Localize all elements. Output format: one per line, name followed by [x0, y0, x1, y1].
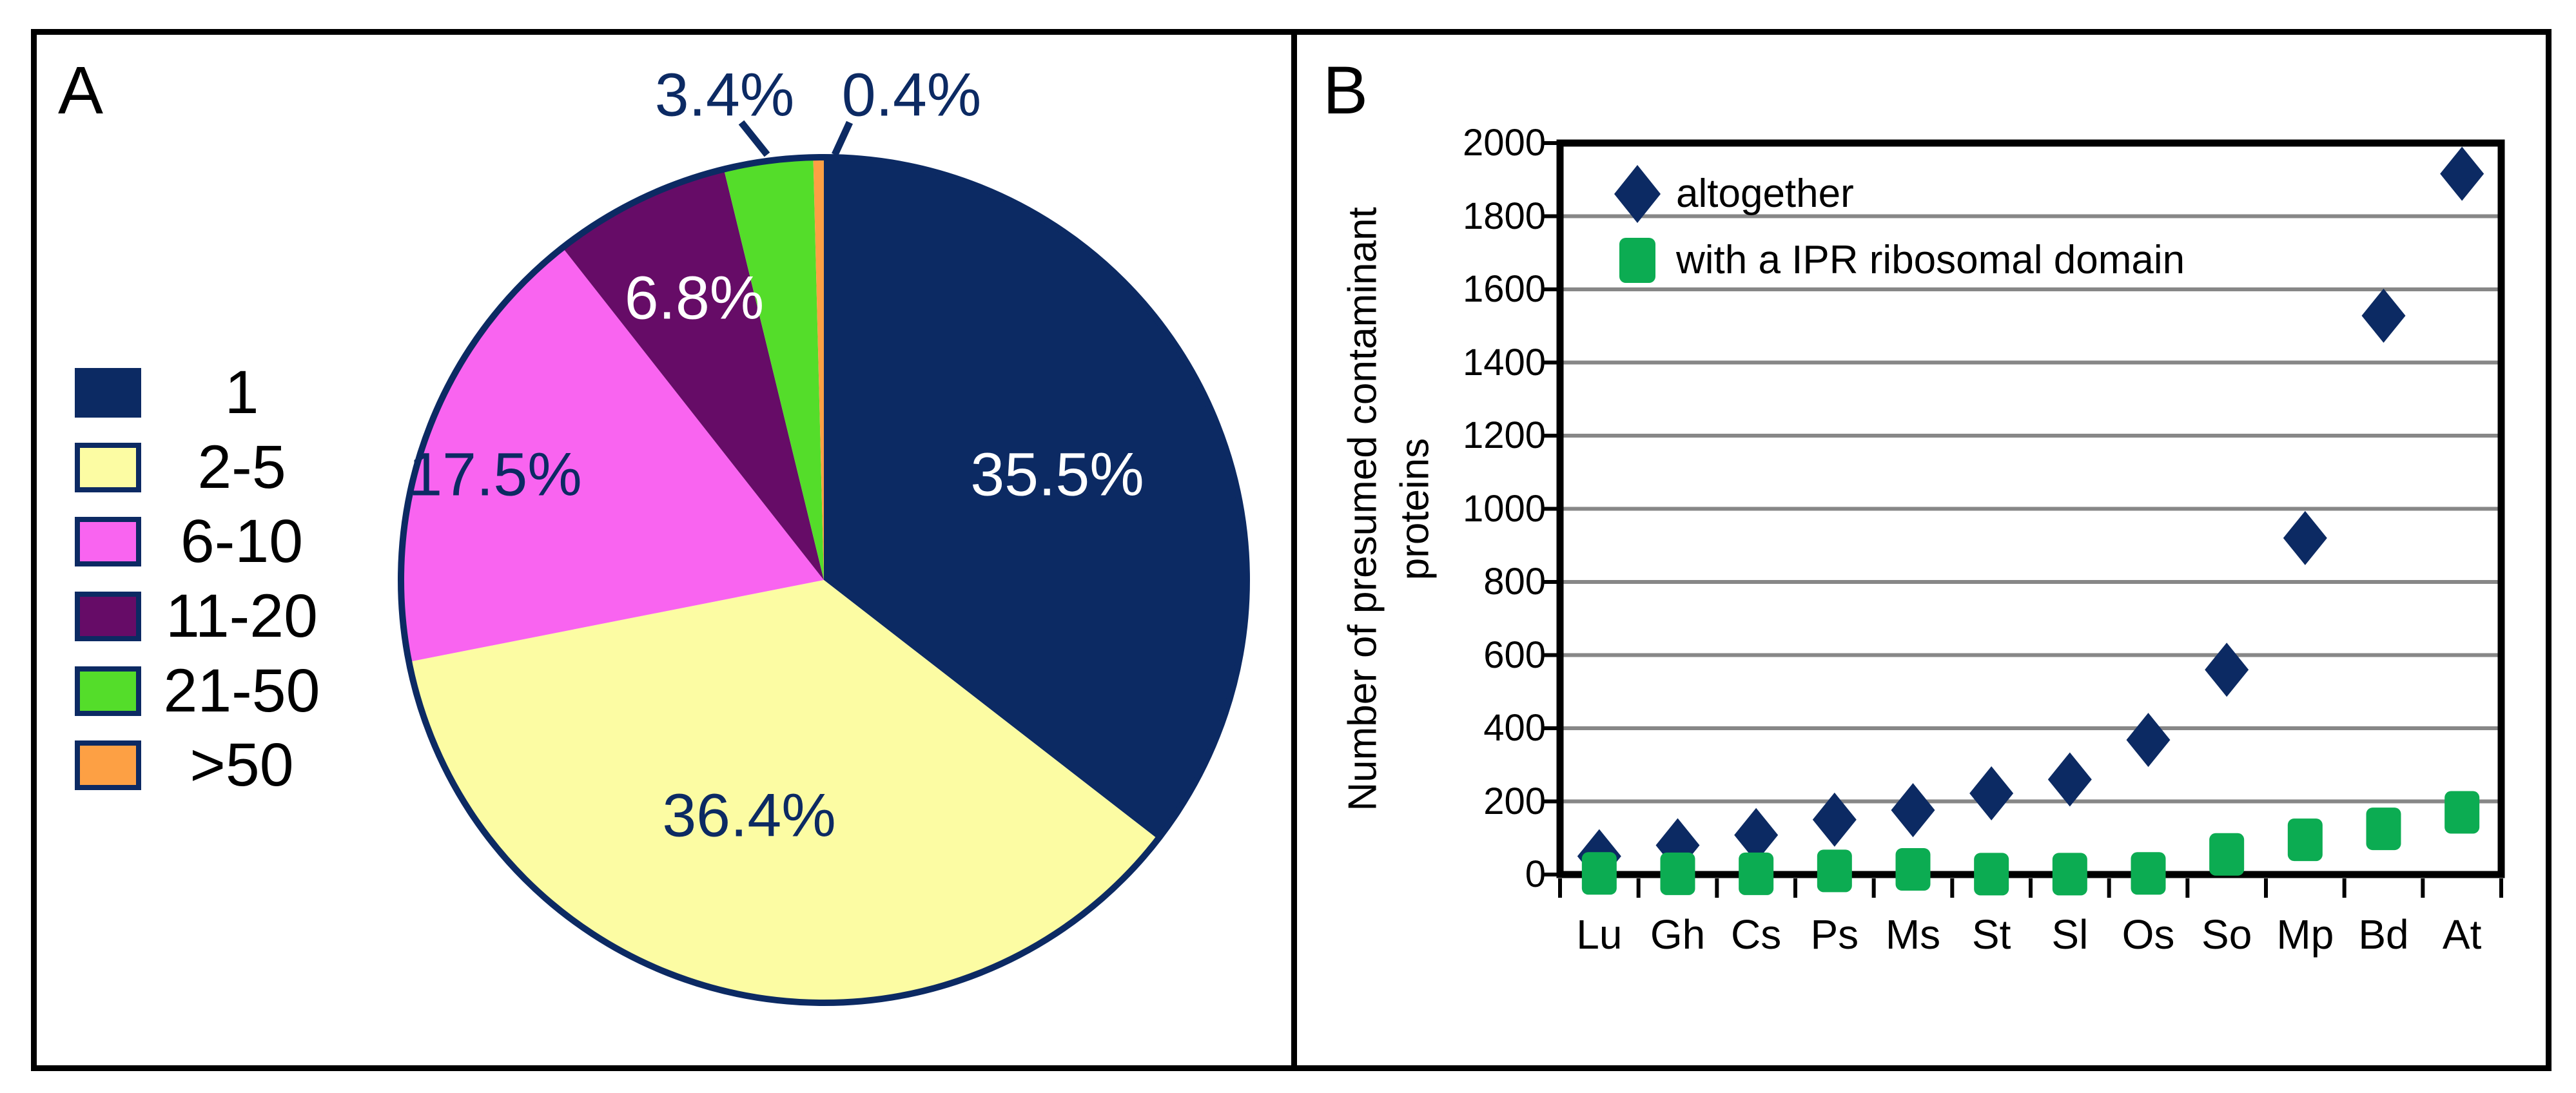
y-tick-label-1200: 1200	[1462, 414, 1546, 456]
x-tick-label-At: At	[2442, 911, 2482, 958]
pie-slice-label-6-10: 17.5%	[408, 440, 582, 509]
y-tick-label-1800: 1800	[1462, 195, 1546, 237]
point-altogether-At	[2440, 146, 2484, 201]
panel-divider	[1291, 29, 1297, 1071]
point-ribosomal-Cs	[1739, 852, 1774, 895]
point-ribosomal-Bd	[2366, 808, 2401, 851]
pie-slice-label-2-5: 36.4%	[662, 781, 836, 850]
legend-label-2-5: 2-5	[197, 433, 286, 501]
plot-frame	[1556, 139, 2505, 878]
point-ribosomal-Ms	[1895, 848, 1931, 891]
x-tick-label-Ms: Ms	[1885, 911, 1941, 958]
legend-swatch-2-5	[75, 443, 141, 492]
x-tick-label-Gh: Gh	[1650, 911, 1706, 958]
legend-label-21-50: 21-50	[163, 657, 320, 725]
legend-swatch-1	[75, 368, 141, 418]
pie-outline	[398, 154, 1250, 1006]
legend-label-11-20: 11-20	[166, 582, 318, 650]
y-axis-title-line1: Number of presumed contaminant	[1340, 207, 1385, 811]
legend-swatch-21-50	[75, 666, 141, 716]
point-altogether-Sl	[2047, 752, 2092, 807]
x-tick-label-So: So	[2201, 911, 2252, 958]
y-tick-label-0: 0	[1525, 853, 1546, 895]
point-altogether-So	[2205, 643, 2249, 697]
point-ribosomal-St	[1974, 853, 2009, 896]
point-ribosomal-Os	[2131, 852, 2166, 895]
y-tick-label-1600: 1600	[1462, 268, 1546, 310]
point-altogether-Ps	[1812, 792, 1857, 847]
legend-swatch-gt50	[75, 740, 141, 790]
legend-label-1: 1	[224, 358, 259, 427]
x-tick-label-Sl: Sl	[2051, 911, 2089, 958]
callout-line-gt50	[832, 121, 853, 157]
legend-swatch-11-20	[75, 592, 141, 641]
y-tick-label-600: 600	[1483, 634, 1546, 676]
scatter-plot	[1542, 139, 2505, 898]
x-tick-label-Bd: Bd	[2358, 911, 2409, 958]
point-altogether-Ms	[1891, 783, 1935, 838]
x-tick-label-Cs: Cs	[1731, 911, 1782, 958]
point-altogether-St	[1969, 766, 2014, 821]
point-altogether-Mp	[2283, 510, 2327, 565]
x-tick-label-Ps: Ps	[1810, 911, 1859, 958]
point-ribosomal-So	[2209, 833, 2245, 876]
y-tick-label-400: 400	[1483, 707, 1546, 749]
scatter-legend-label-altogether: altogether	[1676, 171, 1854, 216]
pie-chart	[398, 120, 1250, 1006]
callout-line-21-50	[738, 120, 770, 157]
panel-a-label: A	[58, 53, 104, 128]
scatter-legend-marker-ribosomal	[1619, 238, 1655, 283]
point-altogether-Cs	[1734, 808, 1779, 862]
pie-slice-label-1: 35.5%	[970, 440, 1144, 509]
pie-slice-21-50	[723, 157, 824, 580]
pie-slice-label-gt50: 0.4%	[841, 61, 982, 130]
legend-label-6-10: 6-10	[180, 507, 304, 576]
panel-b-label: B	[1323, 53, 1369, 128]
x-tick-label-Mp: Mp	[2276, 911, 2334, 958]
legend-label-gt50: >50	[190, 731, 294, 799]
point-ribosomal-Lu	[1581, 852, 1617, 895]
pie-slice-label-21-50: 3.4%	[654, 61, 795, 130]
point-altogether-Bd	[2361, 288, 2406, 343]
scatter-legend-label-ribosomal: with a IPR ribosomal domain	[1676, 238, 2185, 282]
point-ribosomal-At	[2444, 791, 2480, 834]
pie-slice-11-20	[562, 169, 824, 581]
x-tick-label-Os: Os	[2122, 911, 2175, 958]
pie-slice-6-10	[400, 247, 824, 662]
x-tick-label-St: St	[1971, 911, 2011, 958]
y-tick-label-1000: 1000	[1462, 487, 1546, 530]
y-tick-label-800: 800	[1483, 561, 1546, 603]
legend-swatch-6-10	[75, 517, 141, 566]
pie-slice->50	[813, 157, 824, 580]
point-ribosomal-Gh	[1660, 852, 1695, 895]
scatter-legend-marker-altogether	[1614, 165, 1661, 223]
pie-slice-1	[824, 157, 1247, 840]
y-tick-label-200: 200	[1483, 780, 1546, 822]
point-ribosomal-Mp	[2287, 818, 2323, 862]
y-tick-label-1400: 1400	[1462, 341, 1546, 383]
point-ribosomal-Ps	[1817, 849, 1852, 893]
point-ribosomal-Sl	[2052, 853, 2087, 896]
pie-slice-label-11-20: 6.8%	[624, 264, 765, 333]
x-tick-label-Lu: Lu	[1576, 911, 1623, 958]
pie-slice-2-5	[409, 580, 1158, 1003]
y-tick-label-2000: 2000	[1462, 122, 1546, 164]
point-altogether-Os	[2126, 713, 2171, 768]
